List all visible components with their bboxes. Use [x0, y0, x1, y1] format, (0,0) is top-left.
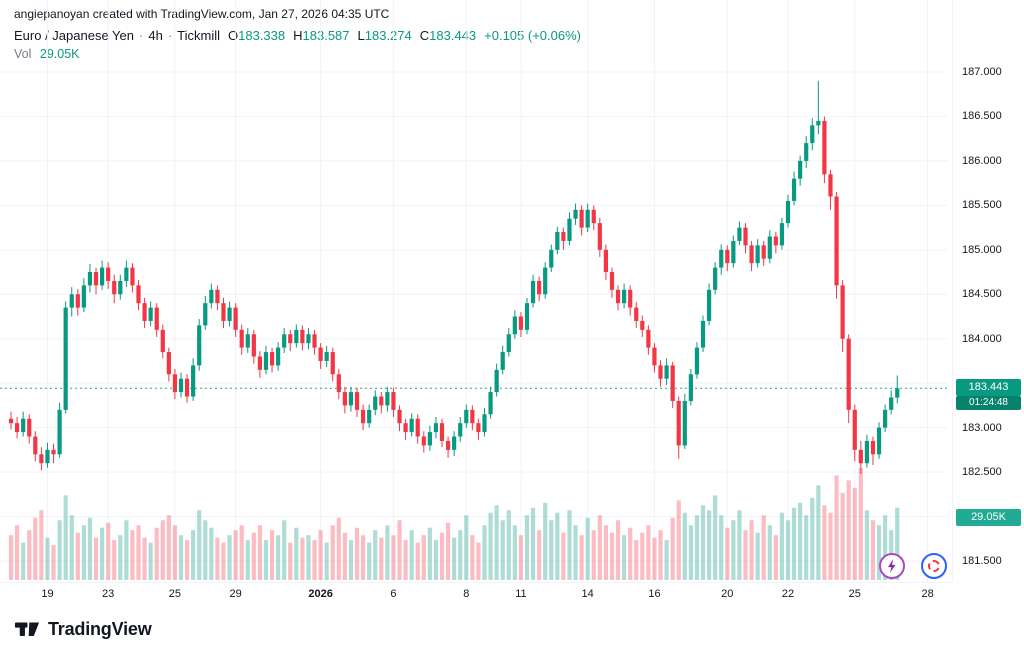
symbol-legend-row: Euro / Japanese Yen · 4h · Tickmill O183…: [14, 28, 581, 43]
tradingview-logo-icon: [14, 616, 40, 642]
lightning-button[interactable]: [879, 553, 905, 579]
separator-dot: ·: [139, 28, 144, 43]
volume-badge: 29.05K: [956, 509, 1021, 526]
price-tick-label: 187.000: [962, 66, 1002, 78]
price-tick-label: 182.500: [962, 466, 1002, 479]
interval-label[interactable]: 4h: [148, 28, 163, 43]
volume-bars: [8, 467, 900, 580]
open-value: O183.338: [228, 28, 286, 43]
lightning-icon: [885, 558, 899, 574]
grid-lines: [0, 0, 948, 582]
low-value: L183.274: [357, 28, 412, 43]
time-tick-label: 8: [463, 588, 470, 600]
time-tick-label: 2026: [308, 588, 333, 600]
time-tick-label: 28: [921, 588, 934, 600]
target-icon: [928, 560, 940, 572]
time-tick-label: 22: [781, 588, 795, 600]
close-value: C183.443: [419, 28, 477, 43]
chart-legend: Euro / Japanese Yen · 4h · Tickmill O183…: [14, 28, 581, 61]
price-change: +0.105 (+0.06%): [484, 28, 581, 43]
price-tick-label: 186.500: [962, 110, 1002, 123]
time-tick-label: 14: [581, 588, 594, 600]
time-tick-label: 25: [168, 588, 182, 600]
brand-name: TradingView: [48, 618, 152, 639]
price-tick-label: 185.000: [962, 243, 1002, 256]
time-tick-label: 11: [515, 588, 527, 600]
time-tick-label: 16: [648, 588, 661, 600]
tradingview-logo[interactable]: TradingView: [14, 616, 152, 642]
price-tick-label: 184.500: [962, 288, 1002, 301]
time-tick-label: 6: [390, 588, 397, 600]
time-tick-label: 19: [41, 588, 54, 600]
time-tick-label: 20: [721, 588, 734, 600]
volume-label: Vol: [14, 47, 32, 61]
volume-value: 29.05K: [39, 47, 80, 61]
price-tick-label: 181.500: [962, 554, 1002, 567]
price-axis[interactable]: 183.443 01:24:48 29.05K 187.000 186.500 18…: [952, 0, 1024, 582]
time-tick-label: 23: [102, 588, 115, 600]
symbol-name[interactable]: Euro / Japanese Yen: [14, 28, 134, 43]
candles: [8, 80, 900, 474]
target-button[interactable]: [921, 553, 947, 579]
high-value: H183.587: [293, 28, 350, 43]
price-tick-label: 186.000: [962, 154, 1002, 167]
price-tick-label: 185.500: [962, 199, 1002, 212]
candlestick-chart[interactable]: [0, 0, 952, 582]
broker-name: Tickmill: [177, 28, 220, 43]
separator-dot: ·: [167, 28, 173, 43]
price-tick-label: 183.000: [962, 421, 1002, 434]
time-tick-label: 29: [229, 588, 242, 600]
volume-legend-row: Vol 29.05K: [14, 47, 581, 61]
price-tick-label: 184.000: [962, 332, 1002, 345]
current-price-badge: 183.443: [956, 379, 1021, 397]
time-tick-label: 25: [848, 588, 861, 600]
time-axis[interactable]: 19 23 25 29 2026 6 8 11 14 16 20 22 25 28: [0, 582, 952, 609]
candle-countdown-badge: 01:24:48: [956, 396, 1021, 411]
